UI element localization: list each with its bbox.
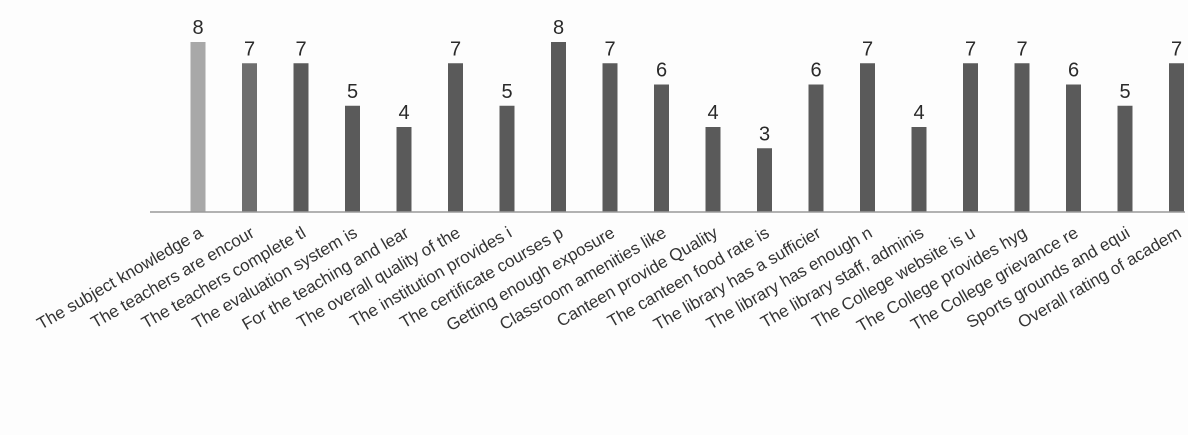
bar-value-label-15: 4	[913, 102, 924, 124]
bar-7	[499, 105, 515, 212]
bar-value-label-6: 7	[450, 38, 461, 60]
bar-value-label-13: 6	[810, 60, 821, 82]
bar-value-label-3: 7	[295, 38, 306, 60]
bar-value-label-14: 7	[862, 38, 873, 60]
data-labels-layer: 8 7 7 5 4 7 5 8 7 6 4 3 6 7 4 7 7 6 5 7	[192, 17, 1182, 145]
bar-value-label-10: 6	[656, 60, 667, 82]
bar-18	[1066, 84, 1081, 212]
bar-6	[448, 63, 463, 212]
bar-13	[808, 84, 824, 212]
bar-1	[190, 42, 206, 212]
bar-3	[293, 63, 309, 212]
bar-10	[654, 84, 669, 212]
bar-value-label-16: 7	[965, 38, 976, 60]
bar-9	[602, 63, 618, 212]
bar-value-label-8: 8	[553, 17, 564, 39]
bar-5	[396, 127, 412, 212]
bar-14	[860, 63, 875, 212]
bar-value-label-11: 4	[707, 102, 718, 124]
bar-12	[757, 148, 772, 212]
bar-value-label-5: 4	[398, 102, 409, 124]
bar-value-label-9: 7	[604, 38, 615, 60]
bar-value-label-17: 7	[1016, 38, 1027, 60]
bars-layer	[190, 42, 1184, 212]
bar-2	[242, 63, 257, 212]
bar-8	[551, 42, 566, 212]
bar-value-label-18: 6	[1068, 60, 1079, 82]
bar-value-label-19: 5	[1119, 81, 1130, 103]
bar-11	[705, 127, 721, 212]
bar-16	[963, 63, 978, 212]
bar-20	[1169, 63, 1184, 212]
bar-value-label-2: 7	[244, 38, 255, 60]
bar-value-label-4: 5	[347, 81, 358, 103]
bar-4	[345, 105, 360, 212]
bar-19	[1117, 105, 1133, 212]
bar-value-label-20: 7	[1171, 38, 1182, 60]
bar-15	[911, 127, 927, 212]
bar-value-label-7: 5	[501, 81, 512, 103]
bar-value-label-1: 8	[192, 17, 203, 39]
bar-17	[1014, 63, 1030, 212]
bar-value-label-12: 3	[759, 123, 770, 145]
